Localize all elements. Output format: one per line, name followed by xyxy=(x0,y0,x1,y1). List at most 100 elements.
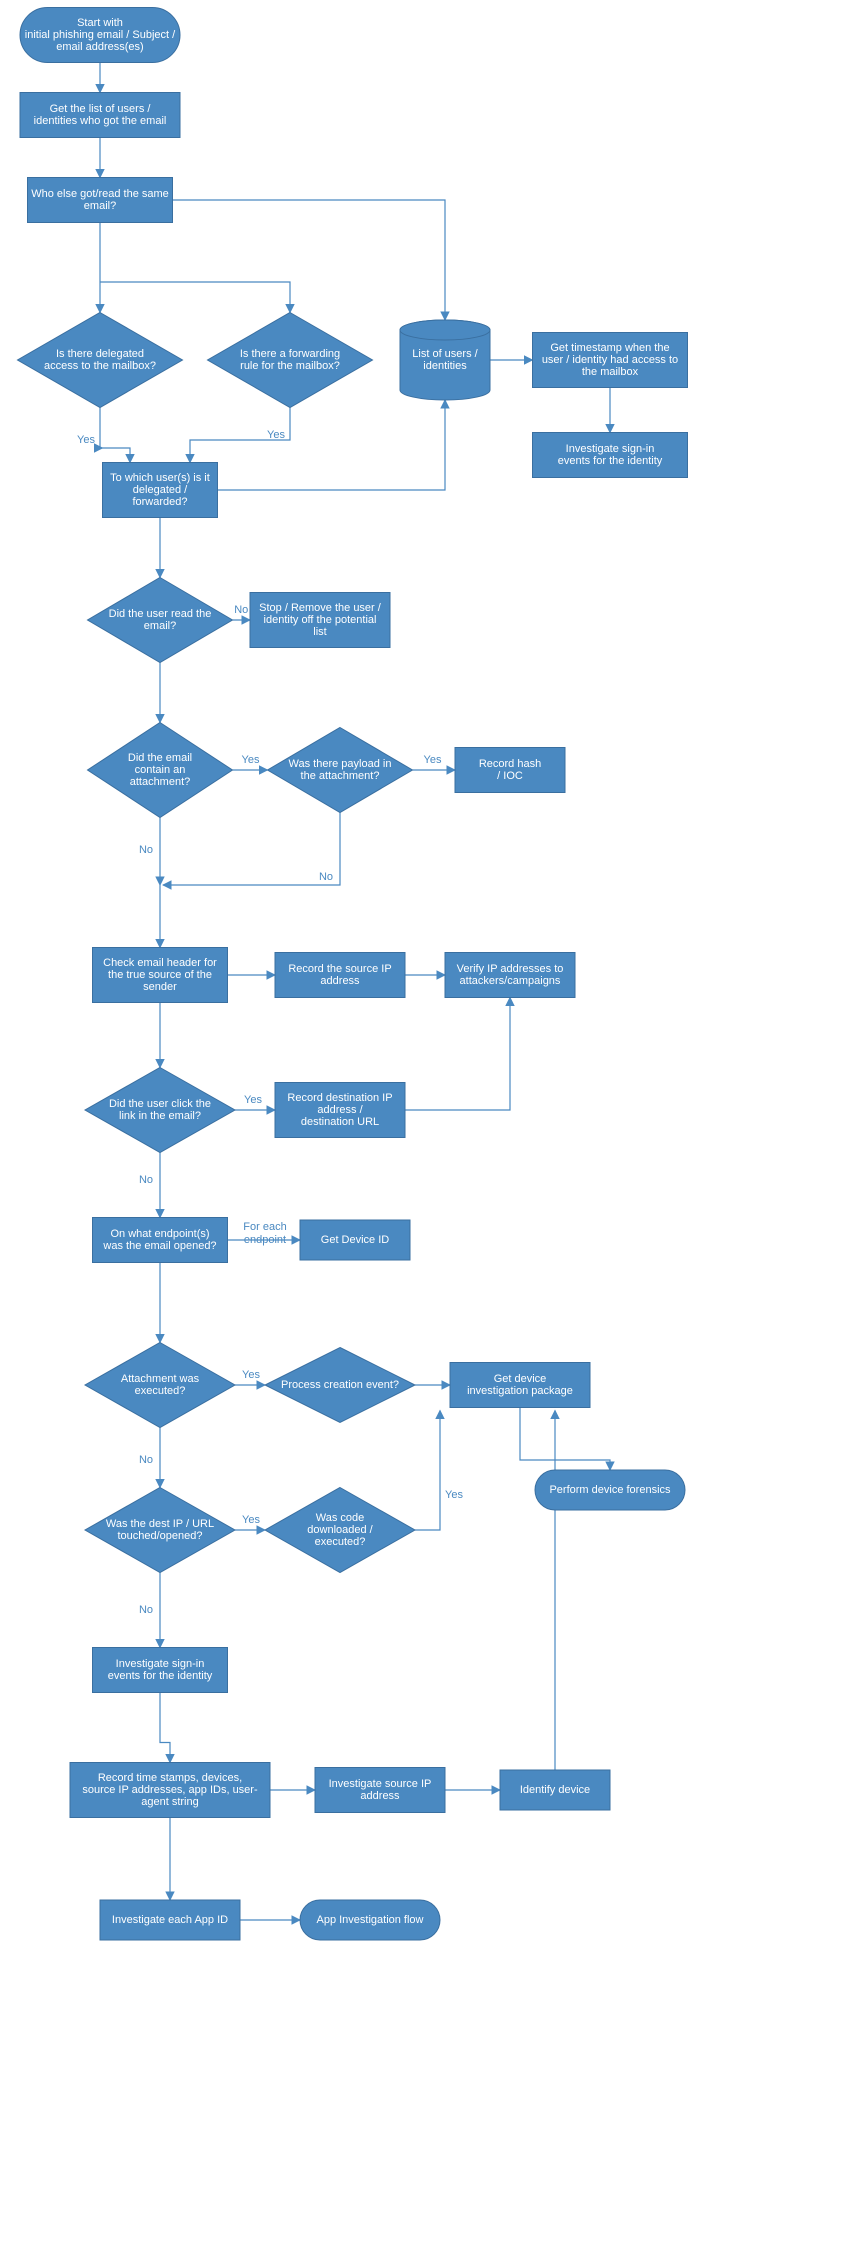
flow-edge xyxy=(100,282,290,313)
flow-node-signin1: Investigate sign-inevents for the identi… xyxy=(533,433,688,478)
node-label: Record hash xyxy=(479,758,541,770)
node-label: Was the dest IP / URL xyxy=(106,1518,214,1530)
flow-edge xyxy=(100,408,103,449)
edge-label: For each xyxy=(243,1221,286,1233)
node-label: user / identity had access to xyxy=(542,354,678,366)
flow-node-identdev: Identify device xyxy=(500,1770,610,1810)
flow-node-inveach: Investigate each App ID xyxy=(100,1900,240,1940)
node-label: Is there delegated xyxy=(56,348,144,360)
flowchart-canvas: YesYesNoYesYesNoNoYesNoFor eachendpointY… xyxy=(0,0,857,2266)
flow-node-recorddest: Record destination IPaddress /destinatio… xyxy=(275,1083,405,1138)
node-label: the mailbox xyxy=(582,366,639,378)
edge-label: No xyxy=(319,871,333,883)
flow-edge xyxy=(520,1408,610,1471)
node-label: Get Device ID xyxy=(321,1234,390,1246)
node-label: events for the identity xyxy=(108,1670,213,1682)
node-label: Investigate sign-in xyxy=(566,443,655,455)
flow-node-signin2: Investigate sign-inevents for the identi… xyxy=(93,1648,228,1693)
node-label: address xyxy=(320,975,360,987)
node-label: Investigate source IP xyxy=(329,1778,432,1790)
node-label: Record destination IP xyxy=(287,1092,392,1104)
flow-node-delegated: Is there delegatedaccess to the mailbox? xyxy=(18,313,183,408)
flow-edge xyxy=(173,200,446,320)
node-label: the true source of the xyxy=(108,969,212,981)
flow-edge xyxy=(160,1693,170,1763)
node-label: Verify IP addresses to xyxy=(457,963,564,975)
edge-label: Yes xyxy=(445,1489,463,1501)
flow-node-didread: Did the user read theemail? xyxy=(88,578,233,663)
node-label: Who else got/read the same xyxy=(31,188,169,200)
node-label: the attachment? xyxy=(301,770,380,782)
node-label: Start with xyxy=(77,17,123,29)
edge-label: Yes xyxy=(424,754,442,766)
flow-node-containattach: Did the emailcontain anattachment? xyxy=(88,723,233,818)
node-label: agent string xyxy=(141,1796,198,1808)
edge-label: Yes xyxy=(77,434,95,446)
node-label: On what endpoint(s) xyxy=(110,1228,209,1240)
edge-label: Yes xyxy=(242,1369,260,1381)
node-label: email address(es) xyxy=(56,41,143,53)
flow-node-proccreate: Process creation event? xyxy=(265,1348,415,1423)
node-label: Identify device xyxy=(520,1784,590,1796)
flow-node-invsrcip: Investigate source IPaddress xyxy=(315,1768,445,1813)
node-label: Get the list of users / xyxy=(50,103,152,115)
node-label: destination URL xyxy=(301,1116,379,1128)
node-label: initial phishing email / Subject / xyxy=(25,29,176,41)
node-label: Process creation event? xyxy=(281,1379,399,1391)
node-label: contain an xyxy=(135,764,186,776)
node-label: identity off the potential xyxy=(264,614,377,626)
flow-node-timestamp: Get timestamp when theuser / identity ha… xyxy=(533,333,688,388)
node-label: rule for the mailbox? xyxy=(240,360,340,372)
flow-node-forwarding: Is there a forwardingrule for the mailbo… xyxy=(208,313,373,408)
node-label: List of users / xyxy=(412,348,478,360)
node-label: address xyxy=(360,1790,400,1802)
node-label: link in the email? xyxy=(119,1110,201,1122)
flow-node-whoelse: Who else got/read the sameemail? xyxy=(28,178,173,223)
node-label: investigation package xyxy=(467,1385,573,1397)
flow-node-stopremove: Stop / Remove the user /identity off the… xyxy=(250,593,390,648)
flow-node-towhich: To which user(s) is itdelegated /forward… xyxy=(103,463,218,518)
node-label: Is there a forwarding xyxy=(240,348,340,360)
node-label: delegated / xyxy=(133,484,188,496)
edge-label: No xyxy=(234,604,248,616)
node-label: executed? xyxy=(135,1385,186,1397)
flow-node-getdevice: Get Device ID xyxy=(300,1220,410,1260)
node-label: Perform device forensics xyxy=(549,1484,671,1496)
node-label: Did the user read the xyxy=(109,608,212,620)
edge-label: Yes xyxy=(242,1514,260,1526)
edge-label: endpoint xyxy=(244,1234,286,1246)
flow-node-listusers: List of users /identities xyxy=(400,320,490,400)
edge-label: Yes xyxy=(244,1094,262,1106)
flow-node-start: Start withinitial phishing email / Subje… xyxy=(20,8,180,63)
node-label: Check email header for xyxy=(103,957,217,969)
node-label: / IOC xyxy=(497,770,523,782)
flow-node-codedl: Was codedownloaded /executed? xyxy=(265,1488,415,1573)
node-label: downloaded / xyxy=(307,1524,373,1536)
node-label: Get timestamp when the xyxy=(550,342,669,354)
node-label: Investigate sign-in xyxy=(116,1658,205,1670)
node-label: Did the email xyxy=(128,752,192,764)
node-label: App Investigation flow xyxy=(316,1914,423,1926)
flow-edge xyxy=(415,1411,440,1531)
node-label: Was code xyxy=(316,1512,365,1524)
flow-node-getlist: Get the list of users /identities who go… xyxy=(20,93,180,138)
node-label: email? xyxy=(144,620,176,632)
node-label: identities who got the email xyxy=(34,115,167,127)
edge-label: No xyxy=(139,844,153,856)
node-label: Was there payload in xyxy=(289,758,392,770)
node-label: touched/opened? xyxy=(117,1530,202,1542)
node-label: attachment? xyxy=(130,776,191,788)
flow-edge xyxy=(103,448,131,463)
node-label: list xyxy=(313,626,326,638)
node-label: Did the user click the xyxy=(109,1098,211,1110)
flow-node-recordts: Record time stamps, devices,source IP ad… xyxy=(70,1763,270,1818)
node-label: Record time stamps, devices, xyxy=(98,1772,242,1784)
node-label: was the email opened? xyxy=(102,1240,216,1252)
flow-node-attachexec: Attachment wasexecuted? xyxy=(85,1343,235,1428)
flow-node-destip: Was the dest IP / URLtouched/opened? xyxy=(85,1488,235,1573)
node-label: access to the mailbox? xyxy=(44,360,156,372)
flow-node-endpoint: On what endpoint(s)was the email opened? xyxy=(93,1218,228,1263)
flow-node-checkheader: Check email header forthe true source of… xyxy=(93,948,228,1003)
node-label: forwarded? xyxy=(132,496,187,508)
flow-edge xyxy=(163,813,340,886)
